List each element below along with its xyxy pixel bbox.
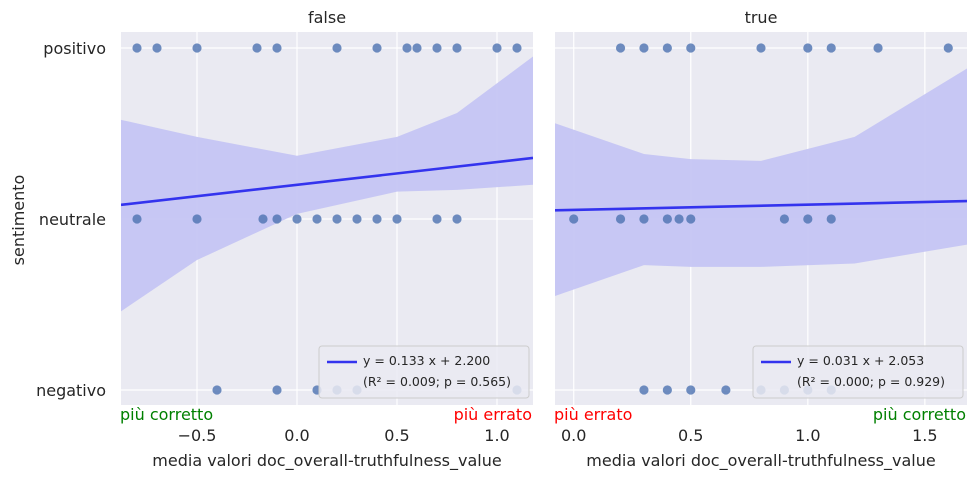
x-tick-label: 0.5: [384, 426, 409, 445]
data-point: [721, 385, 731, 395]
regression-line: [121, 156, 533, 207]
legend-box: [752, 345, 964, 399]
data-point: [272, 214, 282, 224]
panel-false: false −0.5 0.0 0.5 1.0 media valori doc_overa…: [120, 8, 533, 471]
data-point: [662, 43, 672, 53]
data-point: [212, 385, 222, 395]
data-point: [569, 214, 579, 224]
y-axis-label: sentimento: [9, 175, 28, 266]
right-corner-note: più corretto: [873, 405, 966, 424]
data-point: [432, 214, 442, 224]
data-point: [615, 43, 626, 53]
right-corner-note: più errato: [454, 405, 532, 424]
data-point: [826, 214, 836, 224]
data-point: [639, 385, 649, 395]
x-axis-label: media valori doc_overall-truthfulness_va…: [586, 451, 935, 471]
data-point: [192, 214, 202, 224]
data-point: [686, 385, 696, 395]
data-point: [432, 43, 442, 53]
x-tick-label: 1.0: [484, 426, 509, 445]
legend: y = 0.133 x + 2.200 (R² = 0.009; p = 0.56…: [318, 345, 530, 399]
data-point: [332, 43, 342, 53]
confidence-band: [555, 68, 967, 296]
data-point: [615, 214, 626, 224]
data-point: [272, 385, 282, 395]
data-point: [272, 43, 282, 53]
data-point: [372, 214, 382, 224]
x-tick-label: −0.5: [178, 426, 217, 445]
data-point: [512, 43, 522, 53]
y-tick-label-neutrale: neutrale: [39, 210, 106, 229]
data-point: [662, 214, 672, 224]
panel-true: true 0.0 0.5 1.0 1.5 media valori doc_overall…: [554, 8, 967, 471]
data-point: [258, 214, 268, 224]
data-point: [779, 214, 790, 224]
x-tick-label: 1.0: [795, 426, 820, 445]
x-tick-label: 1.5: [912, 426, 937, 445]
legend: y = 0.031 x + 2.053 (R² = 0.000; p = 0.92…: [752, 345, 964, 399]
data-point: [639, 43, 649, 53]
confidence-band: [121, 56, 533, 312]
panel-title: true: [745, 8, 778, 27]
data-point: [686, 43, 696, 53]
data-point: [826, 43, 836, 53]
data-point: [132, 214, 142, 224]
y-tick-label-negativo: negativo: [36, 381, 106, 400]
left-corner-note: più corretto: [120, 405, 213, 424]
legend-box: [318, 345, 530, 399]
y-tick-label-positivo: positivo: [43, 39, 106, 58]
legend-stats: (R² = 0.000; p = 0.929): [797, 374, 945, 389]
data-point: [662, 385, 672, 395]
data-point: [402, 43, 412, 53]
data-point: [674, 214, 684, 224]
data-point: [492, 43, 502, 53]
data-point: [803, 43, 813, 53]
x-tick-label: 0.0: [561, 426, 586, 445]
data-point: [132, 43, 142, 53]
left-corner-note: più errato: [554, 405, 632, 424]
data-point: [372, 43, 382, 53]
data-point: [412, 43, 422, 53]
data-point: [756, 43, 766, 53]
regression-line: [555, 199, 967, 212]
data-point: [352, 214, 362, 224]
data-point: [252, 43, 262, 53]
data-point: [192, 43, 202, 53]
panels-group: negativo neutrale positivo false −0.5 0.0 0.5 1…: [36, 8, 967, 471]
data-point: [639, 214, 649, 224]
data-point: [332, 214, 342, 224]
x-axis-label: media valori doc_overall-truthfulness_va…: [152, 451, 501, 471]
data-point: [686, 214, 696, 224]
legend-equation: y = 0.133 x + 2.200: [363, 353, 490, 368]
data-point: [312, 214, 322, 224]
legend-stats: (R² = 0.009; p = 0.565): [363, 374, 511, 389]
panel-title: false: [308, 8, 346, 27]
data-point: [152, 43, 162, 53]
x-tick-label: 0.0: [284, 426, 309, 445]
data-point: [452, 43, 462, 53]
x-tick-label: 0.5: [678, 426, 703, 445]
data-point: [392, 214, 402, 224]
data-point: [292, 214, 302, 224]
data-point: [943, 43, 953, 53]
data-point: [873, 43, 883, 53]
data-point: [803, 214, 813, 224]
legend-equation: y = 0.031 x + 2.053: [797, 353, 924, 368]
data-point: [452, 214, 462, 224]
